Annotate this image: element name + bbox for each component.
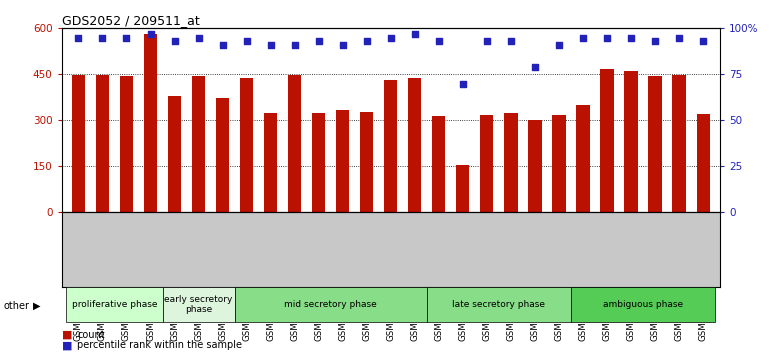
Bar [504,113,517,212]
Point [505,38,517,44]
Bar [168,96,181,212]
Bar [240,78,253,212]
Bar [672,75,686,212]
Point [360,38,373,44]
Bar [408,78,421,212]
Point [120,35,132,40]
Text: ambiguous phase: ambiguous phase [603,300,683,309]
Bar [528,120,541,212]
Point [240,38,253,44]
Text: count: count [77,330,105,339]
Point [553,42,565,48]
Bar [336,110,350,212]
Text: early secretory
phase: early secretory phase [164,295,233,314]
Point [216,42,229,48]
Point [192,35,205,40]
Text: other: other [4,301,30,311]
Text: proliferative phase: proliferative phase [72,300,157,309]
Bar [648,76,661,212]
Point [336,42,349,48]
Text: ■: ■ [62,330,72,339]
Bar [577,105,590,212]
Bar [624,71,638,212]
Bar [432,116,445,212]
Point [601,35,613,40]
Text: mid secretory phase: mid secretory phase [284,300,377,309]
Point [313,38,325,44]
Point [409,31,421,37]
Bar [312,113,325,212]
Bar [235,287,427,322]
Bar [66,287,162,322]
Bar [571,287,715,322]
Bar [144,34,157,212]
Point [457,81,469,86]
Point [673,35,685,40]
Point [169,38,181,44]
Bar [480,115,494,212]
Bar [162,287,235,322]
Bar [601,69,614,212]
Point [72,35,85,40]
Bar [384,80,397,212]
Point [625,35,638,40]
Point [264,42,276,48]
Text: ■: ■ [62,340,72,350]
Bar [360,112,373,212]
Text: GDS2052 / 209511_at: GDS2052 / 209511_at [62,14,199,27]
Bar [288,75,301,212]
Point [649,38,661,44]
Bar [216,98,229,212]
Point [480,38,493,44]
Text: ▶: ▶ [33,301,41,311]
Point [96,35,109,40]
Bar [95,75,109,212]
Bar [120,76,133,212]
Point [433,38,445,44]
Text: percentile rank within the sample: percentile rank within the sample [77,340,242,350]
Point [384,35,397,40]
Bar [72,75,85,212]
Point [289,42,301,48]
Bar [264,113,277,212]
Bar [552,115,566,212]
Point [577,35,589,40]
Point [144,31,156,37]
Bar [457,165,470,212]
Bar [697,114,710,212]
Point [697,38,709,44]
Text: late secretory phase: late secretory phase [453,300,545,309]
Point [529,64,541,70]
Bar [192,76,205,212]
Bar [427,287,571,322]
